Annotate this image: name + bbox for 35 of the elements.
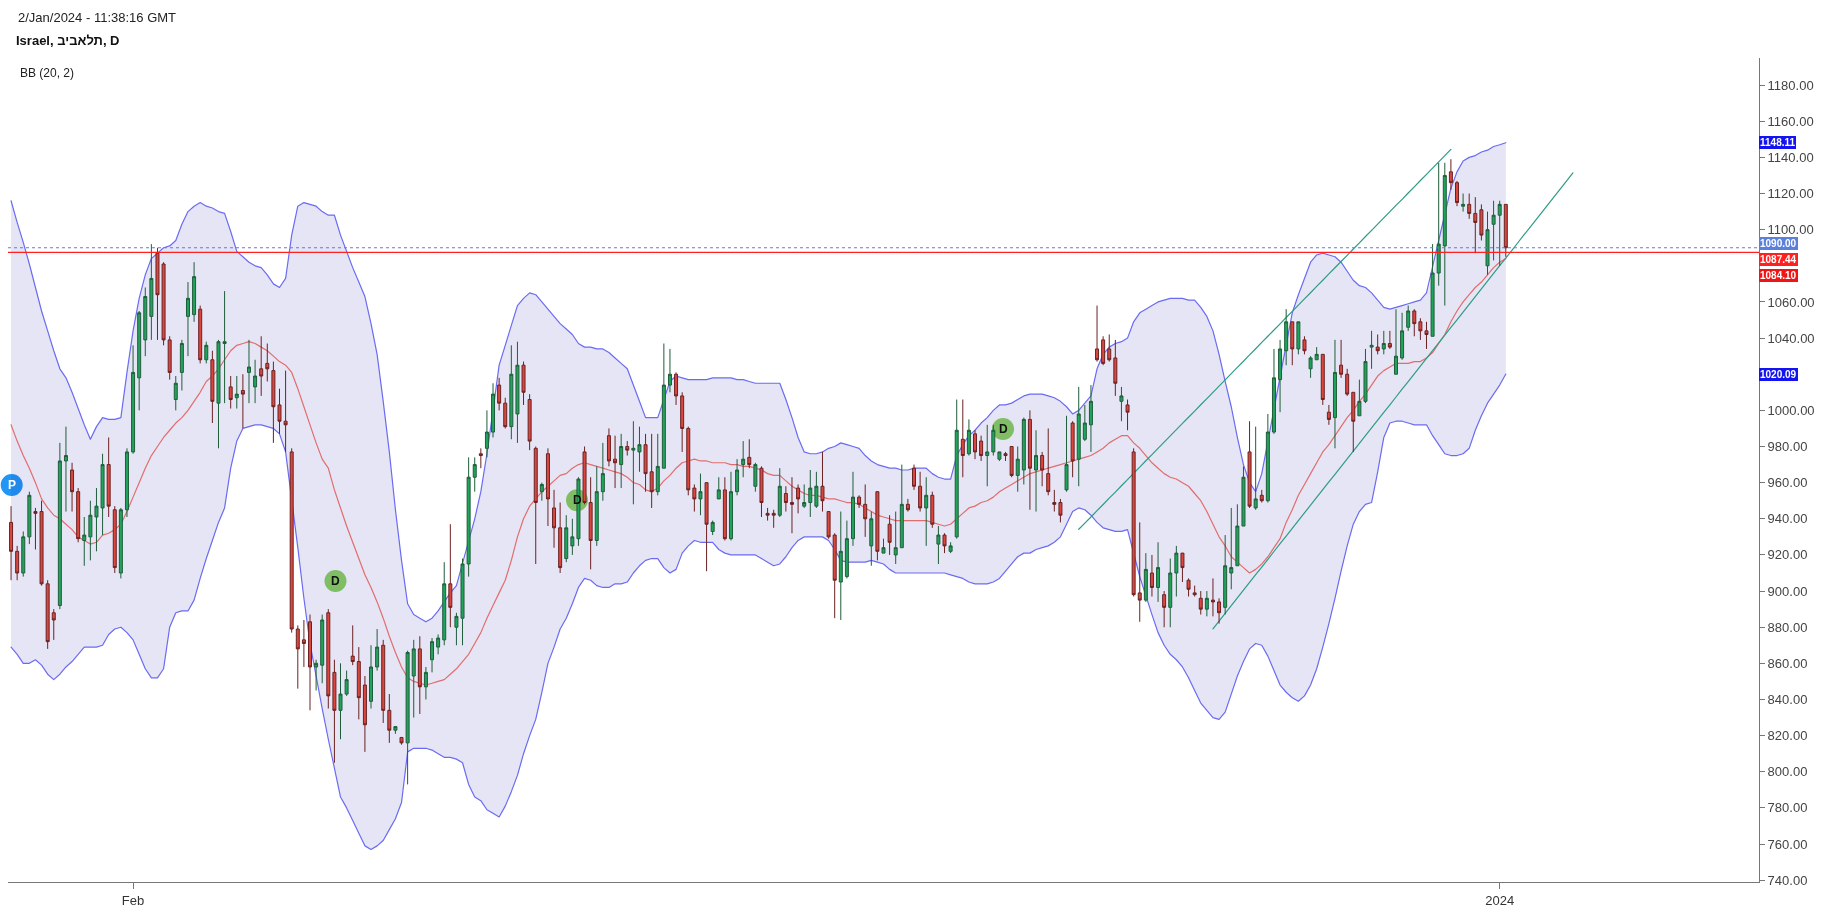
y-tick-label: 940.00 xyxy=(1767,511,1808,527)
y-tick-label: 980.00 xyxy=(1767,439,1808,455)
y-tick-label: 1060.00 xyxy=(1767,294,1815,310)
y-tick-label: 780.00 xyxy=(1767,800,1808,816)
chart-title: Israel, תלאביב, D xyxy=(16,32,120,48)
annotation: P xyxy=(8,478,17,492)
y-tick-label: 1040.00 xyxy=(1767,330,1815,346)
y-tick-label: 740.00 xyxy=(1767,872,1808,888)
annotation: D xyxy=(331,574,340,588)
text: 1084.10 xyxy=(1760,270,1797,281)
y-tick-label: 1120.00 xyxy=(1767,186,1814,202)
ref-line-label: 1087.44 xyxy=(1760,254,1797,265)
x-tick-label: 2024 xyxy=(1485,892,1515,908)
annotation: D xyxy=(573,493,582,507)
y-tick-label: 1180.00 xyxy=(1767,77,1814,93)
y-tick-label: 820.00 xyxy=(1767,728,1808,744)
ref-line-label: 1090.00 xyxy=(1760,238,1797,249)
text: 2/Jan/2024 - 11:38:16 GMT xyxy=(18,10,177,25)
text: BB (20, 2) xyxy=(20,66,75,80)
x-tick-label: Feb xyxy=(121,892,145,908)
y-tick-label: 1000.00 xyxy=(1767,402,1815,418)
y-tick-label: 900.00 xyxy=(1767,583,1808,599)
y-tick-label: 860.00 xyxy=(1767,655,1808,671)
y-tick-label: 1140.00 xyxy=(1767,149,1814,165)
text: 1020.09 xyxy=(1760,369,1797,380)
y-tick-label: 840.00 xyxy=(1767,692,1808,708)
y-tick-label: 920.00 xyxy=(1767,547,1808,563)
y-tick-label: 1160.00 xyxy=(1767,113,1814,129)
y-tick-label: 960.00 xyxy=(1767,475,1808,491)
y-tick-label: 880.00 xyxy=(1767,619,1808,635)
y-tick-label: 800.00 xyxy=(1767,764,1808,780)
text: 1148.11 xyxy=(1760,137,1796,148)
annotation: D xyxy=(999,422,1008,436)
y-tick-label: 1100.00 xyxy=(1767,222,1814,238)
y-tick-label: 760.00 xyxy=(1767,836,1808,852)
